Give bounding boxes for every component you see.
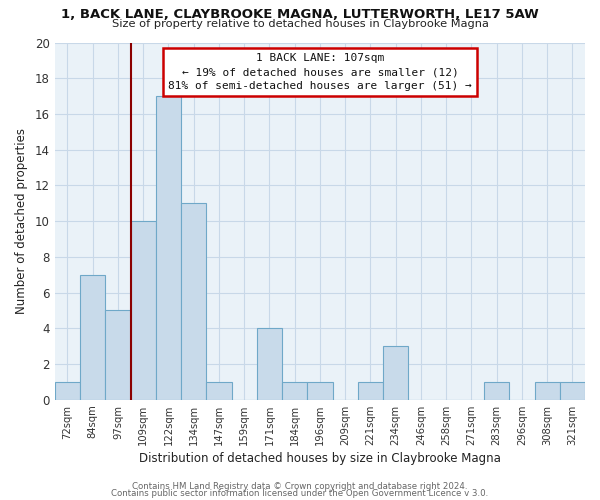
Bar [80, 275, 106, 400]
Text: Contains public sector information licensed under the Open Government Licence v : Contains public sector information licen… [112, 490, 488, 498]
Bar [55, 382, 80, 400]
Bar [181, 204, 206, 400]
Text: Size of property relative to detached houses in Claybrooke Magna: Size of property relative to detached ho… [112, 19, 488, 29]
Bar [257, 328, 282, 400]
Bar [358, 382, 383, 400]
Bar [383, 346, 408, 400]
Bar [535, 382, 560, 400]
Bar [307, 382, 332, 400]
Bar [131, 221, 156, 400]
Bar [484, 382, 509, 400]
Bar [282, 382, 307, 400]
Bar [206, 382, 232, 400]
Bar [560, 382, 585, 400]
Y-axis label: Number of detached properties: Number of detached properties [15, 128, 28, 314]
Bar [156, 96, 181, 400]
Bar [106, 310, 131, 400]
Text: 1 BACK LANE: 107sqm
← 19% of detached houses are smaller (12)
81% of semi-detach: 1 BACK LANE: 107sqm ← 19% of detached ho… [168, 53, 472, 91]
Text: Contains HM Land Registry data © Crown copyright and database right 2024.: Contains HM Land Registry data © Crown c… [132, 482, 468, 491]
X-axis label: Distribution of detached houses by size in Claybrooke Magna: Distribution of detached houses by size … [139, 452, 501, 465]
Text: 1, BACK LANE, CLAYBROOKE MAGNA, LUTTERWORTH, LE17 5AW: 1, BACK LANE, CLAYBROOKE MAGNA, LUTTERWO… [61, 8, 539, 20]
